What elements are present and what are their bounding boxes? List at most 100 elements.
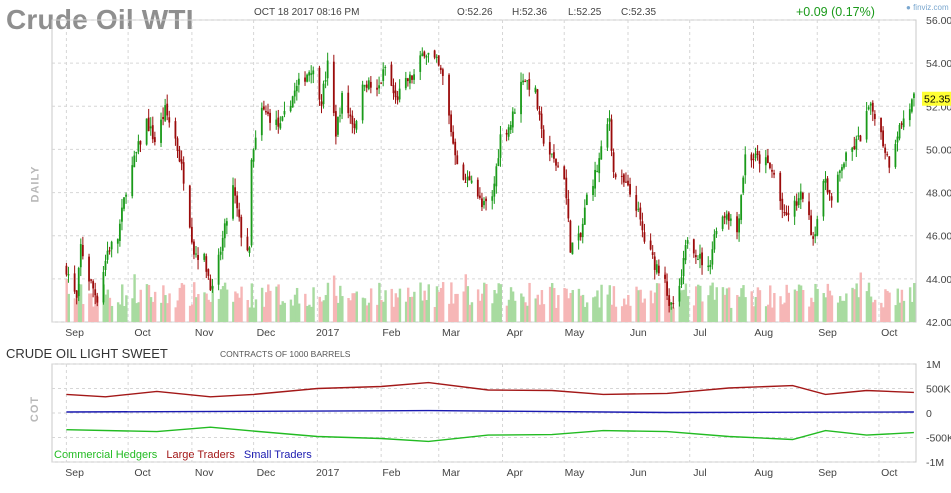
volume-bar — [694, 286, 698, 322]
candle-body — [567, 198, 570, 219]
volume-bar — [217, 298, 221, 322]
volume-bar — [160, 302, 163, 322]
candle-body — [707, 265, 710, 268]
candle-body — [678, 285, 681, 302]
volume-bar — [577, 288, 581, 322]
volume-bar — [341, 296, 344, 322]
candle-body — [234, 187, 236, 196]
volume-bar — [853, 289, 856, 322]
candle-body — [470, 180, 473, 183]
volume-bar — [736, 295, 739, 322]
volume-bar — [880, 302, 883, 322]
volume-bar — [771, 307, 774, 322]
candle-body — [398, 88, 401, 100]
candle-body — [277, 117, 280, 127]
candle-body — [694, 255, 697, 258]
volume-bar — [361, 297, 365, 322]
price-tick-label: 54.00 — [926, 58, 951, 70]
volume-bar — [275, 286, 278, 322]
candle-body — [450, 114, 452, 133]
candle-body — [369, 81, 372, 88]
high-value: H:52.36 — [512, 7, 548, 18]
volume-bar — [571, 290, 574, 322]
candle-body — [153, 137, 156, 143]
cot-series-large-traders — [66, 381, 914, 398]
volume-bar — [131, 298, 134, 322]
price-x-tick-label: Dec — [257, 327, 276, 339]
volume-bar — [711, 282, 714, 322]
candle-body — [898, 125, 901, 139]
cot-x-tick-label: Nov — [195, 467, 214, 479]
price-x-tick-label: Oct — [134, 327, 150, 339]
volume-bar — [908, 287, 912, 322]
volume-bar — [641, 302, 644, 322]
volume-bar — [900, 289, 904, 322]
volume-bar — [756, 287, 760, 322]
candle-body — [297, 78, 300, 85]
price-x-tick-label: Sep — [818, 327, 837, 339]
volume-bar — [306, 305, 309, 322]
cot-x-tick-label: Jun — [630, 467, 647, 479]
candle-body — [686, 240, 689, 244]
candle-body — [838, 170, 841, 173]
candle-body — [102, 271, 105, 303]
volume-bar — [894, 305, 897, 322]
candle-body — [439, 67, 442, 70]
candle-body — [758, 154, 761, 164]
candle-body — [697, 258, 699, 260]
volume-bar — [369, 288, 373, 322]
volume-bar — [464, 274, 467, 322]
volume-bar — [610, 304, 614, 322]
volume-bar — [828, 290, 832, 322]
candle-body — [353, 123, 356, 129]
legend-commercial: Commercial Hedgers — [54, 449, 158, 461]
volume-bar — [795, 290, 799, 322]
volume-bar — [88, 293, 91, 322]
candle-body — [265, 111, 267, 113]
volume-bar — [581, 294, 585, 322]
cot-x-tick-label: Oct — [134, 467, 150, 479]
volume-bar — [830, 295, 834, 322]
volume-bar — [353, 293, 356, 322]
volume-bar — [252, 307, 256, 322]
volume-bar — [118, 304, 122, 322]
candle-body — [382, 69, 385, 81]
candle-body — [291, 96, 294, 108]
candle-body — [394, 90, 397, 98]
volume-bar — [810, 297, 813, 322]
volume-bar — [594, 296, 597, 322]
volume-bar — [425, 300, 428, 322]
candle-body — [269, 112, 271, 123]
cot-x-tick-label: Oct — [881, 467, 897, 479]
candle-body — [310, 73, 313, 75]
volume-bar — [773, 292, 776, 322]
candle-body — [913, 93, 915, 98]
candle-body — [596, 170, 599, 172]
volume-bar — [153, 291, 157, 322]
volume-bar — [754, 297, 758, 322]
volume-bar — [73, 298, 77, 322]
volume-bar — [555, 307, 558, 322]
volume-bar — [347, 298, 350, 322]
volume-bar — [808, 306, 811, 322]
volume-bar — [867, 282, 871, 322]
volume-bar — [147, 285, 151, 322]
candle-body — [176, 138, 179, 151]
volume-bar — [686, 296, 690, 322]
candle-body — [608, 118, 611, 122]
volume-bar — [783, 302, 786, 322]
candle-body — [900, 123, 903, 125]
candle-body — [600, 146, 603, 160]
candle-body — [108, 250, 111, 252]
volume-bar — [678, 292, 681, 322]
candle-body — [843, 163, 845, 168]
volume-bar — [248, 307, 251, 322]
candle-body — [614, 174, 617, 178]
volume-bar — [108, 297, 112, 322]
volume-bar — [497, 283, 500, 322]
brand-link[interactable]: ● finviz.com — [906, 3, 949, 12]
candle-body — [178, 150, 181, 162]
candle-body — [203, 253, 206, 260]
candle-body — [304, 77, 306, 82]
